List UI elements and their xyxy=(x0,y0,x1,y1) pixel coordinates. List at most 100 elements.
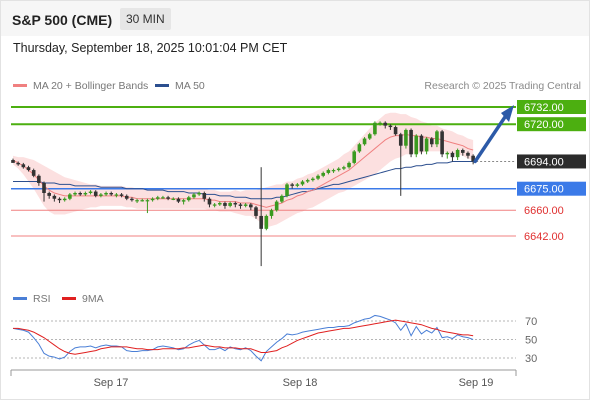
rsi-line xyxy=(12,314,474,362)
candle-body xyxy=(269,210,274,216)
candle-body xyxy=(171,198,176,200)
candle-body xyxy=(197,193,201,195)
ma20-line xyxy=(12,133,474,208)
target-arrow-head xyxy=(501,105,514,122)
x-tick-label: Sep 18 xyxy=(283,377,318,389)
interval-badge[interactable]: 30 MIN xyxy=(120,8,171,30)
candle-body xyxy=(124,195,129,199)
candle-body xyxy=(130,198,134,201)
watermark: Research © 2025 Trading Central xyxy=(424,80,581,92)
legend-rsi-ma[interactable]: 9MA xyxy=(62,293,104,305)
legend-ma20-label: MA 20 + Bollinger Bands xyxy=(33,80,149,92)
candle-body xyxy=(47,193,51,196)
candle-body xyxy=(119,194,124,196)
candle-body xyxy=(176,198,181,202)
price-tag-6675.00 xyxy=(517,181,586,196)
candle-body xyxy=(450,152,455,158)
candle-body xyxy=(259,215,263,229)
candle-body xyxy=(440,131,444,155)
price-label-6642.00: 6642.00 xyxy=(524,231,564,243)
candle-body xyxy=(321,172,325,176)
candle-body xyxy=(388,125,393,128)
candle-body xyxy=(414,135,419,155)
rsi-tick-70: 70 xyxy=(525,316,537,328)
candle-body xyxy=(145,200,150,202)
candle-body xyxy=(109,193,114,195)
candle-body xyxy=(311,178,315,181)
price-tag-6732.00 xyxy=(517,100,586,114)
price-label-6720.00: 6720.00 xyxy=(524,119,564,131)
candle-body xyxy=(460,150,465,153)
candle-body xyxy=(243,204,248,206)
candle-body xyxy=(429,138,434,145)
candle-body xyxy=(466,152,470,156)
candle-body xyxy=(347,162,351,168)
candle-body xyxy=(274,201,279,211)
candle-body xyxy=(37,175,41,183)
candle-body xyxy=(471,155,475,162)
candle-body xyxy=(57,198,62,201)
candle-body xyxy=(135,200,139,202)
candle-body xyxy=(166,197,170,199)
x-tick-label: Sep 19 xyxy=(459,377,494,389)
candle-body xyxy=(52,195,57,199)
price-label-6660.00: 6660.00 xyxy=(524,205,564,217)
x-tick-label: Sep 17 xyxy=(94,377,129,389)
candle-body xyxy=(88,191,93,193)
candle-body xyxy=(218,203,222,205)
candle-body xyxy=(280,195,284,202)
rsi-ma-line xyxy=(13,319,474,355)
candle-body xyxy=(202,193,207,199)
legend-ma50-label: MA 50 xyxy=(175,80,205,92)
candle-body xyxy=(378,122,382,124)
candle-body xyxy=(104,193,108,195)
datetime-label: Thursday, September 18, 2025 10:01:04 PM… xyxy=(13,41,288,55)
candle-body xyxy=(445,152,450,155)
candle-body xyxy=(228,203,232,206)
candle-body xyxy=(114,194,119,196)
candle-body xyxy=(150,198,155,201)
legend-rsi[interactable]: RSI xyxy=(13,293,51,305)
candle-body xyxy=(21,164,26,168)
candle-body xyxy=(31,170,36,176)
header-bar: S&P 500 (CME) 30 MIN xyxy=(1,1,589,36)
candle-body xyxy=(223,203,227,206)
candle-body xyxy=(455,150,460,158)
legend-ma20[interactable]: MA 20 + Bollinger Bands xyxy=(13,80,148,92)
candle-body xyxy=(331,170,336,172)
candle-body xyxy=(435,131,439,145)
rsi-tick-30: 30 xyxy=(525,353,537,365)
ma20-swatch-icon xyxy=(13,83,27,87)
ma50-line xyxy=(13,160,474,200)
candle-body xyxy=(393,127,398,135)
candle-body xyxy=(212,204,217,206)
candle-body xyxy=(316,175,320,179)
rsi-ma-swatch-icon xyxy=(62,296,76,300)
legend-rsi-label: RSI xyxy=(33,293,51,305)
candle-body xyxy=(398,134,403,146)
candle-body xyxy=(249,204,253,208)
candle-body xyxy=(155,197,160,199)
candle-body xyxy=(285,184,289,196)
candle-body xyxy=(78,193,83,195)
candle-body xyxy=(336,168,341,171)
candle-body xyxy=(233,203,238,205)
price-tag-6694.00 xyxy=(517,154,586,169)
candle-body xyxy=(424,138,429,152)
candle-body xyxy=(326,170,331,173)
candle-body xyxy=(254,207,258,216)
candle-body xyxy=(192,194,196,198)
candle-body xyxy=(73,193,77,195)
candle-body xyxy=(342,167,346,169)
candle-body xyxy=(300,181,305,185)
candle-body xyxy=(419,135,424,152)
ma50-swatch-icon xyxy=(155,83,169,87)
candle-body xyxy=(305,180,310,182)
candle-body xyxy=(186,197,191,201)
candle-body xyxy=(295,184,300,186)
legend-ma50[interactable]: MA 50 xyxy=(155,80,205,92)
legend-rsi-ma-label: 9MA xyxy=(82,293,104,305)
candle-body xyxy=(383,122,388,126)
candle-body xyxy=(16,162,20,165)
